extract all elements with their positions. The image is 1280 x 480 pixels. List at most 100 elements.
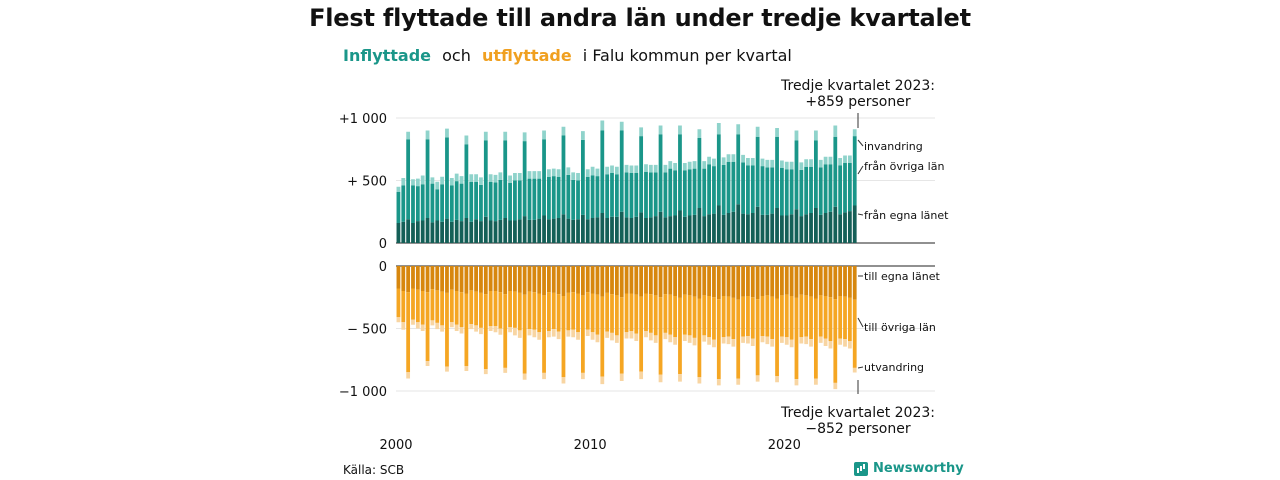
outflow-bar-segment <box>488 266 493 291</box>
outflow-bar-segment <box>687 295 692 336</box>
inflow-bar-segment <box>736 134 741 205</box>
outflow-bar-segment <box>663 294 668 333</box>
outflow-bar-segment <box>605 331 610 338</box>
outflow-bar-segment <box>600 266 605 297</box>
outflow-bar-segment <box>513 327 517 336</box>
inflow-bar-segment <box>833 125 838 137</box>
inflow-bar-segment <box>590 218 595 243</box>
inflow-bar-segment <box>551 218 556 243</box>
inflow-bar-segment <box>420 175 425 185</box>
inflow-bar-segment <box>571 172 576 180</box>
inflow-bar-segment <box>595 176 600 218</box>
inflow-bar-segment <box>483 131 488 141</box>
outflow-bar-segment <box>818 336 823 343</box>
outflow-bar-segment <box>813 378 818 385</box>
outflow-bar-segment <box>712 297 716 340</box>
annotation-top-line1: Tredje kvartalet 2023: <box>780 78 935 94</box>
outflow-bar-segment <box>537 293 542 333</box>
outflow-bar-segment <box>600 376 605 385</box>
outflow-bar-segment <box>644 266 648 294</box>
outflow-bar-segment <box>483 294 488 370</box>
inflow-bar-segment <box>406 219 411 243</box>
inflow-bar-segment <box>726 161 731 213</box>
outflow-bar-segment <box>780 266 784 296</box>
inflow-bar-segment <box>852 205 857 243</box>
inflow-bar-segment <box>697 138 702 208</box>
inflow-bar-segment <box>454 173 459 182</box>
outflow-bar-segment <box>697 377 702 384</box>
inflow-bar-segment <box>430 177 435 184</box>
brand-logo[interactable]: Newsworthy <box>854 461 964 476</box>
outflow-bar-segment <box>479 292 483 328</box>
inflow-bar-segment <box>682 163 687 171</box>
outflow-bar-segment <box>716 299 721 380</box>
outflow-bar-segment <box>527 291 532 330</box>
inflow-bar-segment <box>668 161 673 169</box>
inflow-bar-segment <box>498 172 503 180</box>
inflow-bar-segment <box>571 179 576 220</box>
outflow-bar-segment <box>760 266 765 296</box>
outflow-bar-segment <box>716 266 721 300</box>
inflow-bar-segment <box>746 158 750 166</box>
outflow-bar-segment <box>692 337 697 346</box>
outflow-bar-segment <box>556 294 561 332</box>
outflow-bar-segment <box>396 317 401 323</box>
inflow-bar-segment <box>561 214 566 243</box>
outflow-bar-segment <box>687 335 692 343</box>
inflow-bar-segment <box>610 173 614 217</box>
outflow-bar-segment <box>508 327 512 333</box>
outflow-bar-segment <box>483 369 488 375</box>
outflow-bar-segment <box>741 296 745 337</box>
outflow-bar-segment <box>804 336 809 345</box>
inflow-bar-segment <box>420 184 425 221</box>
outflow-bar-segment <box>716 379 721 386</box>
outflow-bar-segment <box>401 266 406 291</box>
subtitle-utflyttade: utflyttade <box>481 46 572 65</box>
inflow-bar-segment <box>503 131 508 141</box>
inflow-bar-segment <box>459 221 464 243</box>
outflow-bar-segment <box>658 266 663 298</box>
lower-label-leader <box>857 317 864 328</box>
outflow-bar-segment <box>503 294 508 368</box>
outflow-bar-segment <box>634 266 639 295</box>
outflow-bar-segment <box>653 295 658 336</box>
outflow-bar-segment <box>809 296 813 340</box>
inflow-bar-segment <box>746 214 750 243</box>
chart-title: Flest flyttade till andra län under tred… <box>309 4 971 32</box>
outflow-bar-segment <box>847 341 852 349</box>
inflow-bar-segment <box>411 179 415 186</box>
inflow-bar-segment <box>682 216 687 243</box>
outflow-bar-segment <box>784 266 789 295</box>
inflow-bar-segment <box>513 220 517 243</box>
outflow-bar-segment <box>668 294 673 335</box>
annotation-bottom-line1: Tredje kvartalet 2023: <box>780 405 935 421</box>
inflow-bar-segment <box>775 208 779 243</box>
outflow-bars <box>396 266 857 390</box>
outflow-bar-segment <box>498 292 503 329</box>
outflow-bar-segment <box>789 296 794 340</box>
outflow-bar-segment <box>425 361 430 366</box>
outflow-bar-segment <box>454 291 459 325</box>
lower-ytick-label: −1 000 <box>339 385 387 400</box>
source-note: Källa: SCB <box>343 463 405 477</box>
outflow-bar-segment <box>765 336 770 345</box>
outflow-bar-segment <box>712 339 716 348</box>
inflow-bar-segment <box>517 180 522 220</box>
inflow-bar-segment <box>517 219 522 243</box>
outflow-bar-segment <box>639 371 644 380</box>
xtick-label: 2000 <box>379 438 412 453</box>
inflow-bar-segment <box>576 173 580 181</box>
inflow-bar-segment <box>445 128 449 138</box>
inflow-bar-segment <box>411 185 415 223</box>
outflow-bar-segment <box>770 266 775 297</box>
inflow-bar-segment <box>804 214 809 243</box>
inflow-bar-segment <box>396 223 401 243</box>
inflow-bar-segment <box>459 176 464 184</box>
outflow-bar-segment <box>619 373 624 381</box>
outflow-bar-segment <box>474 291 478 326</box>
outflow-bar-segment <box>551 329 556 337</box>
outflow-bar-segment <box>663 332 668 340</box>
outflow-bar-segment <box>406 266 411 293</box>
outflow-bar-segment <box>648 332 653 341</box>
